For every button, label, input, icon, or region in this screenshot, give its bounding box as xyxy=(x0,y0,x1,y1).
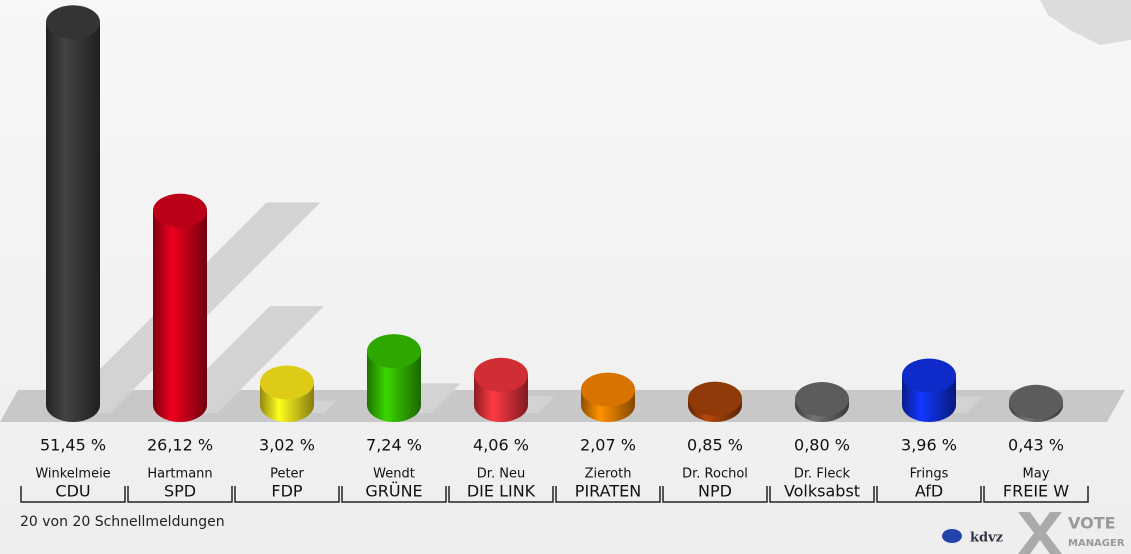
candidate-name: Frings xyxy=(910,467,949,482)
cylinder-cap xyxy=(367,334,421,369)
party-bracket xyxy=(662,486,768,503)
candidate-name: Hartmann xyxy=(147,467,212,482)
party-name: FDP xyxy=(271,482,303,501)
value-label: 2,07 % xyxy=(580,436,636,455)
logo-x xyxy=(1018,512,1062,554)
cylinder-cap xyxy=(688,381,742,416)
logo-icon xyxy=(942,529,962,543)
party-bracket xyxy=(127,486,233,503)
party-bracket xyxy=(234,486,340,503)
party-name: NPD xyxy=(698,482,732,501)
candidate-name: May xyxy=(1023,467,1050,482)
cylinder-cap xyxy=(795,382,849,417)
party-name: GRÜNE xyxy=(365,482,422,501)
party-name: Volksabst xyxy=(784,482,860,501)
party-name: CDU xyxy=(55,482,90,501)
cylinder-cap xyxy=(46,5,100,40)
value-label: 4,06 % xyxy=(473,436,529,455)
bar xyxy=(153,210,207,405)
candidate-name: Dr. Rochol xyxy=(682,467,748,482)
footer: 20 von 20 Schnellmeldungen xyxy=(20,514,225,530)
party-bracket xyxy=(983,486,1089,503)
party-bracket xyxy=(555,486,661,503)
party-bracket xyxy=(20,486,126,503)
party-name: FREIE W xyxy=(1003,482,1069,501)
party-name: DIE LINK xyxy=(467,482,536,501)
bar xyxy=(46,22,100,405)
value-label: 7,24 % xyxy=(366,436,422,455)
cylinder-cap xyxy=(1009,384,1063,419)
party-name: AfD xyxy=(915,482,943,501)
cylinder-cap xyxy=(153,193,207,228)
candidate-name: Wendt xyxy=(373,467,415,482)
candidate-name: Dr. Neu xyxy=(477,467,525,482)
cylinder-cap xyxy=(902,358,956,393)
value-label: 26,12 % xyxy=(147,436,213,455)
cylinder-cap xyxy=(474,357,528,392)
candidate-name: Zieroth xyxy=(585,467,632,482)
value-label: 3,02 % xyxy=(259,436,315,455)
value-label: 0,85 % xyxy=(687,436,743,455)
value-label: 0,80 % xyxy=(794,436,850,455)
brand-vote: VOTE xyxy=(1068,514,1116,533)
candidate-name: Peter xyxy=(270,467,304,482)
value-label: 3,96 % xyxy=(901,436,957,455)
party-name: PIRATEN xyxy=(575,482,641,501)
candidate-name: Winkelmeie xyxy=(35,467,110,482)
party-bracket xyxy=(876,486,982,503)
value-label: 0,43 % xyxy=(1008,436,1064,455)
cylinder-cap xyxy=(581,372,635,407)
brand-manager: MANAGER xyxy=(1068,538,1125,549)
brand: kdvz xyxy=(970,531,1003,546)
party-bracket xyxy=(448,486,554,503)
party-name: SPD xyxy=(164,482,196,501)
party-bracket xyxy=(341,486,447,503)
value-label: 51,45 % xyxy=(40,436,106,455)
cylinder-cap xyxy=(260,365,314,400)
candidate-name: Dr. Fleck xyxy=(794,467,851,482)
party-bracket xyxy=(769,486,875,503)
map-silhouette xyxy=(1040,0,1131,45)
